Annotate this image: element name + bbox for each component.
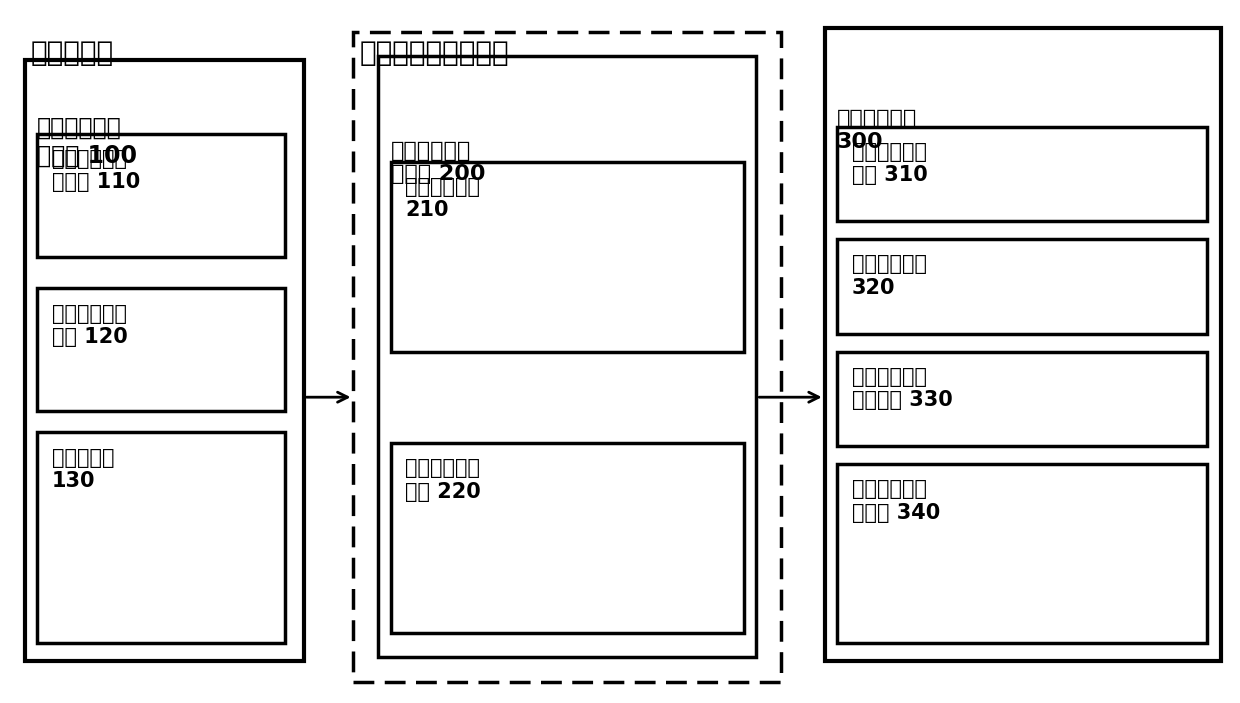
Text: 个人档案和历
史记录 340: 个人档案和历 史记录 340 xyxy=(852,479,940,522)
Text: 心率分析模块
210: 心率分析模块 210 xyxy=(405,177,480,220)
Text: 反馈引导模块
320: 反馈引导模块 320 xyxy=(852,254,926,297)
Bar xyxy=(837,352,1207,446)
Text: 穿戴式部件: 穿戴式部件 xyxy=(31,39,114,67)
Text: 反馈控制单元
300: 反馈控制单元 300 xyxy=(837,109,918,152)
Bar xyxy=(378,56,756,657)
Bar xyxy=(837,464,1207,643)
Text: 调控状态评估
模块 310: 调控状态评估 模块 310 xyxy=(852,142,928,185)
Text: 控制和数据传
输模块 110: 控制和数据传 输模块 110 xyxy=(52,149,140,192)
Bar xyxy=(837,239,1207,334)
Bar xyxy=(37,134,285,257)
Text: 传感器模块
130: 传感器模块 130 xyxy=(52,448,114,491)
Bar xyxy=(391,443,744,633)
Text: 心电数据采集
模块 120: 心电数据采集 模块 120 xyxy=(52,304,128,347)
Text: 呼吸信号提取
模块 220: 呼吸信号提取 模块 220 xyxy=(405,458,481,501)
Text: 手持或台式监控部件: 手持或台式监控部件 xyxy=(360,39,510,67)
Bar xyxy=(25,60,304,661)
Bar xyxy=(37,432,285,643)
Bar xyxy=(825,28,1221,661)
Bar xyxy=(353,32,781,682)
Bar xyxy=(37,288,285,411)
Bar xyxy=(391,162,744,352)
Text: 穿戴式数据采
集单元 100: 穿戴式数据采 集单元 100 xyxy=(37,116,138,168)
Bar xyxy=(837,127,1207,221)
Text: 信号处理和分
析单元 200: 信号处理和分 析单元 200 xyxy=(391,141,485,183)
Text: 存储、报告、
上传模块 330: 存储、报告、 上传模块 330 xyxy=(852,367,952,410)
